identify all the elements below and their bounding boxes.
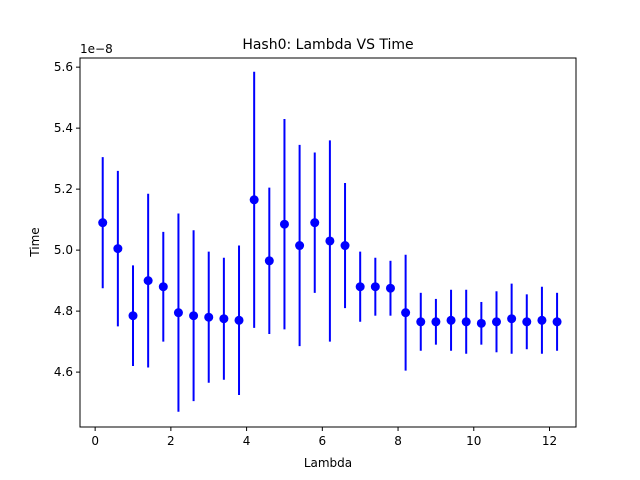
y-axis: 4.6 4.8 5.0 5.2 5.4 5.6: [54, 60, 80, 379]
data-point: [476, 318, 486, 328]
y-tick-label: 5.2: [54, 182, 73, 196]
data-point: [537, 315, 547, 325]
data-point: [158, 282, 168, 292]
data-point: [370, 282, 380, 292]
data-point: [219, 314, 229, 324]
chart-title: Hash0: Lambda VS Time: [242, 37, 413, 53]
data-point: [249, 195, 259, 205]
data-point: [340, 241, 350, 251]
data-point: [204, 312, 214, 322]
y-tick-label: 5.6: [54, 60, 73, 74]
y-offset-text: 1e−8: [80, 42, 113, 56]
x-tick-label: 2: [167, 434, 175, 448]
x-axis-label: Lambda: [304, 456, 352, 470]
data-point: [431, 317, 441, 327]
x-axis: 0 2 4 6 8 10 12: [91, 427, 557, 448]
data-point: [355, 282, 365, 292]
data-point: [264, 256, 274, 266]
data-point: [128, 311, 138, 321]
y-tick-label: 5.0: [54, 243, 73, 257]
x-tick-label: 0: [91, 434, 99, 448]
y-tick-label: 5.4: [54, 121, 73, 135]
data-point: [461, 317, 471, 327]
data-point: [143, 276, 153, 286]
data-point: [401, 308, 411, 318]
plot-area: [98, 71, 562, 412]
data-point: [295, 241, 305, 251]
y-axis-label: Time: [28, 227, 42, 257]
data-point: [234, 315, 244, 325]
x-tick-label: 12: [542, 434, 557, 448]
data-point: [310, 218, 320, 228]
data-point: [385, 283, 395, 293]
data-point: [98, 218, 108, 228]
y-tick-label: 4.6: [54, 365, 73, 379]
x-tick-label: 10: [466, 434, 481, 448]
data-point: [507, 314, 517, 324]
data-point: [416, 317, 426, 327]
x-tick-label: 4: [243, 434, 251, 448]
x-tick-label: 8: [394, 434, 402, 448]
data-point: [522, 317, 532, 327]
data-point: [113, 244, 123, 254]
data-point: [325, 236, 335, 246]
data-point: [173, 308, 183, 318]
data-point: [446, 315, 456, 325]
x-tick-label: 6: [319, 434, 327, 448]
data-point: [552, 317, 562, 327]
data-point: [189, 311, 199, 321]
y-tick-label: 4.8: [54, 304, 73, 318]
axes-frame: [79, 57, 577, 428]
data-point: [279, 219, 289, 229]
data-point: [491, 317, 501, 327]
